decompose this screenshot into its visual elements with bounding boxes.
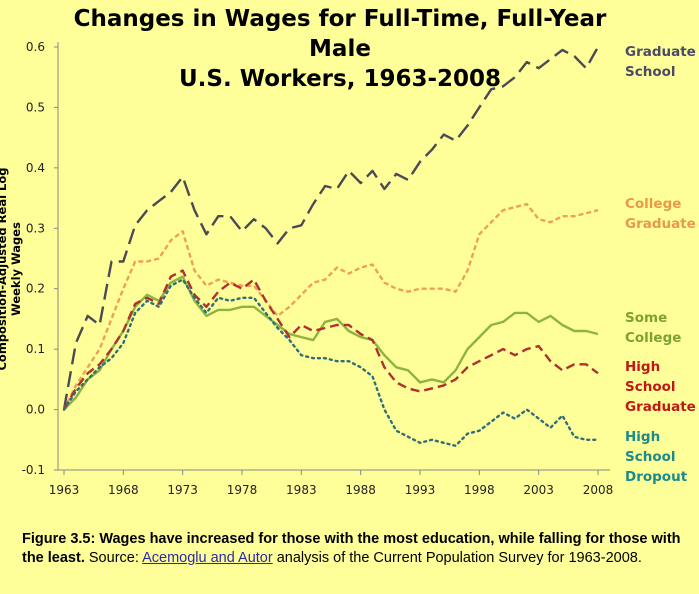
- series-line-high-school-graduate: [62, 269, 599, 411]
- x-tick-label: 1973: [167, 483, 198, 497]
- series-line-college-graduate: [62, 202, 599, 411]
- caption-bold: Figure 3.5: Wages have increased for tho…: [22, 531, 681, 566]
- caption-source-prefix: Source:: [84, 550, 143, 566]
- legend-label-line: Some: [625, 310, 668, 326]
- source-link[interactable]: Acemoglu and Autor: [142, 550, 273, 566]
- x-tick-label: 1993: [405, 483, 436, 497]
- x-tick-label: 1988: [345, 483, 376, 497]
- series-line-graduate-school: [62, 46, 600, 410]
- y-tick-label: 0.5: [26, 100, 45, 114]
- x-tick-label: 1968: [108, 483, 139, 497]
- y-tick-label: 0.2: [26, 282, 45, 296]
- y-tick-label: -0.1: [22, 463, 45, 477]
- legend-label-line: Graduate: [625, 216, 696, 232]
- y-tick-label: 0.4: [26, 161, 45, 175]
- y-tick-label: 0.0: [26, 403, 45, 417]
- y-axis-label: Composition-Adjusted Real Log Weekly Wag…: [0, 167, 23, 371]
- x-tick-label: 1998: [464, 483, 495, 497]
- legend-label-line: High: [625, 429, 661, 445]
- legend-label-line: Dropout: [625, 469, 688, 485]
- x-tick-label: 1963: [49, 483, 80, 497]
- chart-title: Changes in Wages for Full-Time, Full-Yea…: [40, 4, 640, 94]
- x-tick-label: 2008: [583, 483, 614, 497]
- y-tick-label: 0.3: [26, 221, 45, 235]
- legend-label-college-graduate: College Graduate: [625, 194, 696, 234]
- y-tick-label: 0.6: [26, 40, 45, 54]
- y-tick-label: 0.1: [26, 342, 45, 356]
- x-tick-label: 1983: [286, 483, 317, 497]
- legend-label-line: School: [625, 379, 676, 395]
- caption-source-suffix: analysis of the Current Population Surve…: [272, 550, 642, 566]
- legend-label-line: Graduate: [625, 399, 696, 415]
- x-tick-label: 1978: [227, 483, 258, 497]
- legend-label-high-school-graduate: High School Graduate: [625, 357, 696, 417]
- legend-label-graduate-school: Graduate School: [625, 42, 696, 82]
- legend-label-line: School: [625, 449, 676, 465]
- figure-caption: Figure 3.5: Wages have increased for tho…: [22, 530, 697, 568]
- legend-label-line: High: [625, 359, 661, 375]
- series-line-some-college: [63, 275, 599, 411]
- legend-label-line: College: [625, 330, 682, 346]
- chart-title-line-1: Changes in Wages for Full-Time, Full-Yea…: [73, 6, 607, 62]
- legend-label-some-college: Some College: [625, 308, 681, 348]
- legend-label-line: School: [625, 64, 676, 80]
- series-line-high-school-dropout: [62, 278, 600, 447]
- x-tick-label: 2003: [523, 483, 554, 497]
- legend-label-line: Graduate: [625, 44, 696, 60]
- legend-label-line: College: [625, 196, 682, 212]
- legend-label-high-school-dropout: High School Dropout: [625, 427, 687, 487]
- chart-title-line-2: U.S. Workers, 1963-2008: [178, 66, 502, 92]
